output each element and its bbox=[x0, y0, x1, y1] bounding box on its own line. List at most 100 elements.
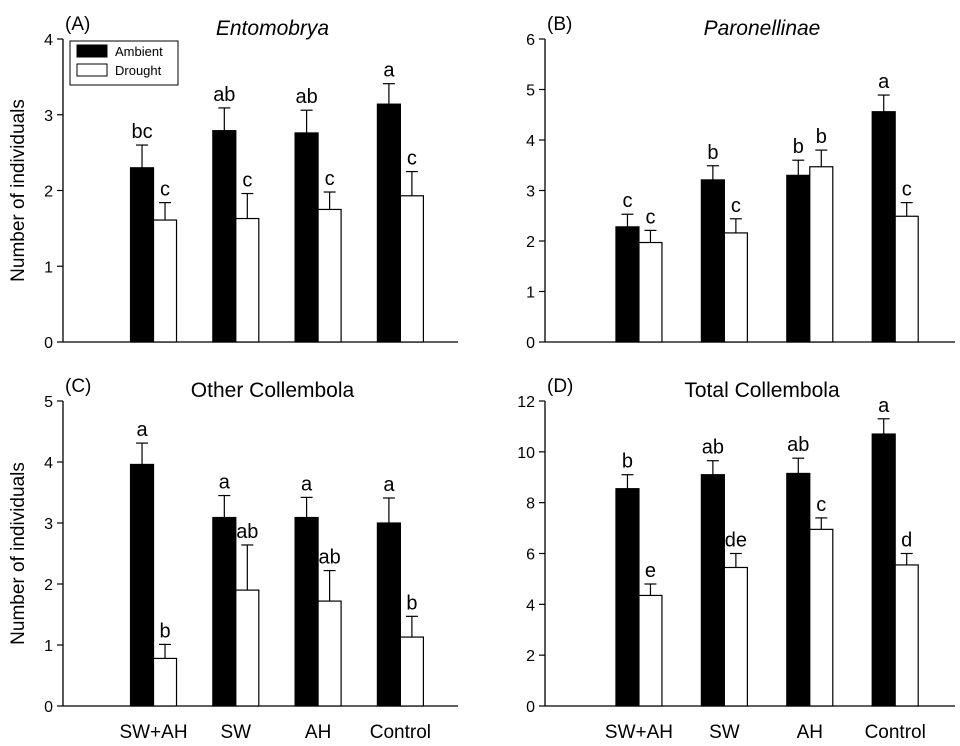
bar-ambient bbox=[212, 516, 237, 707]
bar-ambient bbox=[700, 474, 725, 707]
bar-drought bbox=[235, 589, 260, 707]
significance-label: c bbox=[160, 179, 170, 201]
significance-label: ab bbox=[787, 434, 809, 456]
bar-ambient bbox=[615, 226, 640, 343]
y-tick-label: 8 bbox=[526, 496, 535, 513]
bar-ambient bbox=[376, 522, 401, 707]
significance-label: a bbox=[301, 473, 313, 495]
significance-label: c bbox=[622, 190, 632, 212]
bar-ambient bbox=[376, 103, 401, 343]
y-tick-label: 2 bbox=[526, 648, 535, 665]
y-tick-label: 4 bbox=[526, 133, 535, 150]
y-tick-label: 12 bbox=[517, 394, 535, 411]
y-tick-label: 4 bbox=[44, 455, 53, 472]
significance-label: c bbox=[645, 206, 655, 228]
significance-label: ab bbox=[702, 437, 724, 459]
x-tick-label: AH bbox=[797, 722, 823, 743]
panel-title: Total Collembola bbox=[684, 379, 840, 402]
significance-label: ab bbox=[318, 547, 340, 569]
significance-label: b bbox=[707, 142, 718, 164]
significance-label: a bbox=[878, 71, 890, 93]
x-tick-label: SW bbox=[221, 722, 252, 743]
significance-label: b bbox=[406, 592, 417, 614]
significance-label: c bbox=[242, 170, 252, 192]
bar-drought bbox=[152, 219, 178, 343]
y-tick-label: 6 bbox=[526, 32, 535, 49]
panel-3: 0 1 2 3 4 5 (C) Other Collembola Number of indiv… bbox=[8, 376, 458, 743]
legend: Ambient Drought bbox=[69, 40, 179, 86]
significance-label: c bbox=[816, 494, 826, 516]
y-axis-label: Number of individuals bbox=[8, 99, 29, 282]
y-tick-label: 0 bbox=[44, 335, 53, 352]
bar-drought bbox=[638, 241, 663, 343]
legend-label: Drought bbox=[115, 63, 162, 78]
y-tick-label: 5 bbox=[526, 83, 535, 100]
significance-label: c bbox=[407, 148, 417, 170]
x-tick-label: SW bbox=[709, 722, 740, 743]
significance-label: a bbox=[219, 472, 231, 494]
panel-4: 0 2 4 6 8 10 12 (D) Total Collembola b e SW+AH ab de S… bbox=[517, 376, 955, 743]
y-tick-label: 3 bbox=[44, 516, 53, 533]
y-tick-label: 10 bbox=[517, 445, 535, 462]
significance-label: ab bbox=[213, 84, 235, 106]
bar-ambient bbox=[786, 472, 811, 707]
bar-drought bbox=[809, 166, 834, 343]
bar-ambient bbox=[871, 433, 896, 707]
significance-label: ab bbox=[295, 86, 317, 108]
bar-ambient bbox=[700, 179, 725, 343]
legend-swatch-ambient bbox=[76, 44, 108, 58]
panel-letter: (B) bbox=[547, 14, 572, 35]
panel-title: Other Collembola bbox=[191, 379, 355, 402]
bar-ambient bbox=[871, 111, 896, 343]
significance-label: b bbox=[159, 620, 170, 642]
panel-letter: (A) bbox=[65, 14, 90, 35]
y-tick-label: 0 bbox=[526, 699, 535, 716]
significance-label: a bbox=[878, 395, 890, 417]
y-tick-label: 2 bbox=[44, 184, 53, 201]
panel-title: Paronellinae bbox=[704, 17, 821, 40]
significance-label: b bbox=[793, 136, 804, 158]
bar-drought bbox=[399, 195, 424, 343]
y-tick-label: 2 bbox=[44, 577, 53, 594]
y-tick-label: 3 bbox=[44, 108, 53, 125]
y-tick-label: 0 bbox=[526, 335, 535, 352]
significance-label: c bbox=[902, 179, 912, 201]
bar-ambient bbox=[615, 488, 640, 707]
significance-label: b bbox=[816, 126, 827, 148]
y-tick-label: 6 bbox=[526, 547, 535, 564]
panel-letter: (D) bbox=[547, 376, 573, 397]
y-tick-label: 3 bbox=[526, 184, 535, 201]
y-axis-label: Number of individuals bbox=[8, 462, 29, 645]
bar-drought bbox=[809, 528, 834, 707]
significance-label: a bbox=[383, 60, 395, 82]
x-tick-label: Control bbox=[370, 722, 431, 743]
x-tick-label: AH bbox=[305, 722, 331, 743]
y-tick-label: 4 bbox=[526, 597, 535, 614]
bar-drought bbox=[152, 657, 178, 707]
bar-drought bbox=[894, 564, 919, 707]
significance-label: a bbox=[136, 419, 148, 441]
panel-title: Entomobrya bbox=[216, 17, 329, 40]
bar-drought bbox=[317, 600, 342, 707]
significance-label: b bbox=[622, 451, 633, 473]
significance-label: ab bbox=[236, 521, 258, 543]
legend-label: Ambient bbox=[115, 44, 163, 59]
y-tick-label: 5 bbox=[44, 394, 53, 411]
significance-label: bc bbox=[131, 121, 152, 143]
y-tick-label: 1 bbox=[526, 285, 535, 302]
bar-drought bbox=[894, 215, 919, 343]
bar-ambient bbox=[212, 130, 237, 343]
panel-letter: (C) bbox=[65, 376, 91, 397]
bar-drought bbox=[723, 566, 748, 707]
significance-label: d bbox=[901, 530, 912, 552]
bar-drought bbox=[317, 208, 342, 343]
y-tick-label: 1 bbox=[44, 638, 53, 655]
x-tick-label: Control bbox=[865, 722, 926, 743]
significance-label: de bbox=[725, 530, 747, 552]
bar-ambient bbox=[786, 174, 811, 343]
bar-drought bbox=[235, 217, 260, 343]
y-tick-label: 1 bbox=[44, 259, 53, 276]
significance-label: a bbox=[383, 474, 395, 496]
